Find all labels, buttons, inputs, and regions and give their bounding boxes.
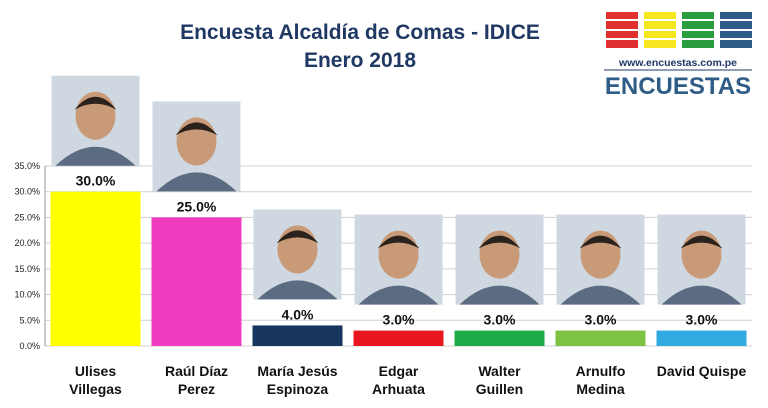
- x-tick-label: Medina: [576, 381, 624, 397]
- candidate-photo-6: [556, 214, 645, 305]
- logo-squares-icon: [606, 12, 752, 48]
- data-label: 3.0%: [585, 312, 617, 328]
- y-tick-label: 15.0%: [14, 264, 40, 274]
- x-tick-label: Arnulfo: [576, 363, 626, 379]
- bar-5: [454, 330, 545, 346]
- bar-4: [353, 330, 444, 346]
- bar-3: [252, 325, 343, 346]
- bar-2: [151, 217, 242, 346]
- data-label: 30.0%: [76, 173, 116, 189]
- candidate-photo-1: [51, 75, 140, 166]
- data-label: 3.0%: [484, 312, 516, 328]
- y-tick-label: 35.0%: [14, 161, 40, 171]
- x-tick-label: Perez: [178, 381, 215, 397]
- candidate-photo-7: [657, 214, 746, 305]
- candidate-photo-4: [354, 214, 443, 305]
- encuestas-logo: www.encuestas.com.pe ENCUESTAS: [604, 12, 752, 100]
- y-tick-label: 30.0%: [14, 187, 40, 197]
- candidate-photo-3: [253, 209, 342, 300]
- candidate-photo-5: [455, 214, 544, 305]
- data-label: 3.0%: [686, 312, 718, 328]
- bar-7: [656, 330, 747, 346]
- data-label: 3.0%: [383, 312, 415, 328]
- y-tick-label: 25.0%: [14, 212, 40, 222]
- y-tick-label: 5.0%: [19, 315, 40, 325]
- bar-6: [555, 330, 646, 346]
- x-tick-label: Arhuata: [372, 381, 425, 397]
- data-label: 25.0%: [177, 198, 217, 214]
- x-tick-label: Espinoza: [267, 381, 329, 397]
- y-tick-label: 10.0%: [14, 290, 40, 300]
- data-label: 4.0%: [282, 306, 314, 322]
- x-tick-label: Ulises: [75, 363, 116, 379]
- x-tick-label: Walter: [478, 363, 521, 379]
- candidate-photo-2: [152, 101, 241, 192]
- x-tick-label: Edgar: [379, 363, 419, 379]
- bar-1: [50, 191, 141, 346]
- chart-subtitle: Enero 2018: [303, 49, 417, 72]
- logo-brand: ENCUESTAS: [605, 73, 751, 100]
- logo-url: www.encuestas.com.pe: [618, 57, 737, 69]
- y-tick-label: 20.0%: [14, 238, 40, 248]
- x-tick-label: María Jesús: [257, 363, 337, 379]
- x-tick-label: David Quispe: [657, 363, 747, 379]
- x-tick-label: Villegas: [69, 381, 122, 397]
- chart-title: Encuesta Alcaldía de Comas - IDICE: [180, 21, 540, 44]
- x-tick-label: Raúl Díaz: [165, 363, 228, 379]
- y-tick-label: 0.0%: [19, 341, 40, 351]
- x-tick-label: Guillen: [476, 381, 523, 397]
